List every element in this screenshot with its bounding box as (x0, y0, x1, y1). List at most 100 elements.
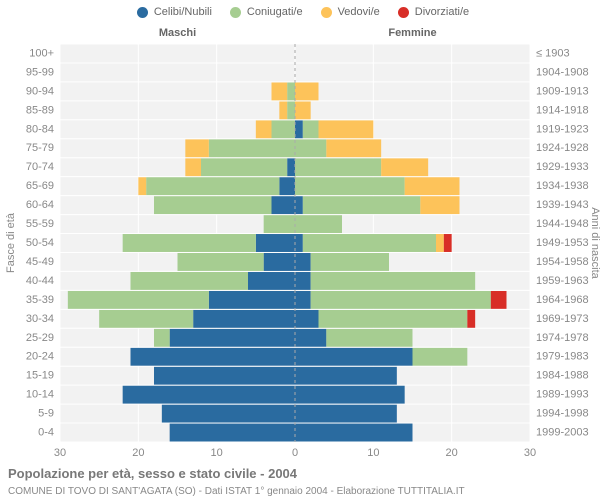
bar-female (491, 291, 507, 309)
chart-subtitle: COMUNE DI TOVO DI SANT'AGATA (SO) - Dati… (8, 486, 465, 497)
age-bin-label: 40-44 (26, 275, 54, 287)
bar-female (311, 253, 389, 271)
y-title-right: Anni di nascita (589, 207, 600, 279)
birth-year-label: 1994-1998 (536, 408, 589, 420)
bar-male (146, 177, 279, 195)
birth-year-label: 1999-2003 (536, 427, 589, 439)
x-tick-right: 10 (367, 447, 379, 459)
bar-male (248, 272, 295, 290)
population-pyramid: 30201001020300-41999-20035-91994-199810-… (0, 0, 600, 500)
bar-female (326, 329, 412, 347)
bar-male (68, 291, 209, 309)
bar-female (295, 424, 413, 442)
bar-male (99, 310, 193, 328)
x-tick-right: 20 (446, 447, 458, 459)
bar-female (295, 291, 311, 309)
age-bin-label: 100+ (29, 47, 54, 59)
bar-female (295, 139, 326, 157)
birth-year-label: ≤ 1903 (536, 47, 570, 59)
age-bin-label: 15-19 (26, 370, 54, 382)
bar-male (123, 234, 256, 252)
label-male: Maschi (159, 27, 196, 39)
birth-year-label: 1974-1978 (536, 332, 589, 344)
bar-male (131, 272, 249, 290)
birth-year-label: 1944-1948 (536, 218, 589, 230)
bar-female (295, 329, 326, 347)
bar-male (272, 82, 288, 100)
age-bin-label: 65-69 (26, 180, 54, 192)
x-tick-right: 30 (524, 447, 536, 459)
age-bin-label: 75-79 (26, 142, 54, 154)
bar-male (279, 101, 287, 119)
bar-female (420, 196, 459, 214)
age-bin-label: 0-4 (38, 427, 54, 439)
bar-female (295, 367, 397, 385)
bar-male (170, 424, 295, 442)
age-bin-label: 90-94 (26, 85, 54, 97)
bar-female (467, 310, 475, 328)
y-title-left: Fasce di età (5, 212, 17, 273)
birth-year-label: 1934-1938 (536, 180, 589, 192)
bar-female (295, 82, 319, 100)
bar-male (287, 158, 295, 176)
bar-female (326, 139, 381, 157)
age-bin-label: 85-89 (26, 104, 54, 116)
age-bin-label: 60-64 (26, 199, 54, 211)
bar-female (303, 120, 319, 138)
birth-year-label: 1919-1923 (536, 123, 589, 135)
age-bin-label: 55-59 (26, 218, 54, 230)
bar-male (123, 386, 295, 404)
bar-female (381, 158, 428, 176)
bar-male (138, 177, 146, 195)
bar-female (295, 120, 303, 138)
age-bin-label: 20-24 (26, 351, 54, 363)
age-bin-label: 45-49 (26, 256, 54, 268)
bar-female (295, 234, 303, 252)
age-bin-label: 95-99 (26, 66, 54, 78)
bar-male (256, 234, 295, 252)
birth-year-label: 1959-1963 (536, 275, 589, 287)
birth-year-label: 1964-1968 (536, 294, 589, 306)
bar-female (405, 177, 460, 195)
x-tick-left: 10 (211, 447, 223, 459)
bar-male (272, 120, 296, 138)
birth-year-label: 1954-1958 (536, 256, 589, 268)
bar-female (413, 348, 468, 366)
bar-female (295, 177, 405, 195)
bar-male (178, 253, 264, 271)
bar-female (295, 158, 381, 176)
bar-female (295, 215, 342, 233)
bar-male (209, 291, 295, 309)
bar-male (264, 215, 295, 233)
bar-female (295, 405, 397, 423)
bar-female (295, 310, 319, 328)
bar-female (295, 253, 311, 271)
bar-female (444, 234, 452, 252)
age-bin-label: 30-34 (26, 313, 54, 325)
bar-female (311, 291, 491, 309)
bar-male (209, 139, 295, 157)
birth-year-label: 1904-1908 (536, 66, 589, 78)
bar-male (185, 158, 201, 176)
age-bin-label: 50-54 (26, 237, 54, 249)
bar-female (436, 234, 444, 252)
birth-year-label: 1929-1933 (536, 161, 589, 173)
bar-male (279, 177, 295, 195)
birth-year-label: 1939-1943 (536, 199, 589, 211)
age-bin-label: 5-9 (38, 408, 54, 420)
birth-year-label: 1924-1928 (536, 142, 589, 154)
bar-male (154, 367, 295, 385)
bar-male (287, 82, 295, 100)
age-bin-label: 35-39 (26, 294, 54, 306)
birth-year-label: 1989-1993 (536, 389, 589, 401)
bar-female (319, 120, 374, 138)
bar-female (295, 196, 303, 214)
bar-male (154, 329, 170, 347)
x-tick-left: 30 (54, 447, 66, 459)
birth-year-label: 1914-1918 (536, 104, 589, 116)
age-bin-label: 25-29 (26, 332, 54, 344)
bar-male (272, 196, 296, 214)
age-bin-label: 70-74 (26, 161, 54, 173)
age-bin-label: 10-14 (26, 389, 54, 401)
bar-female (303, 196, 421, 214)
